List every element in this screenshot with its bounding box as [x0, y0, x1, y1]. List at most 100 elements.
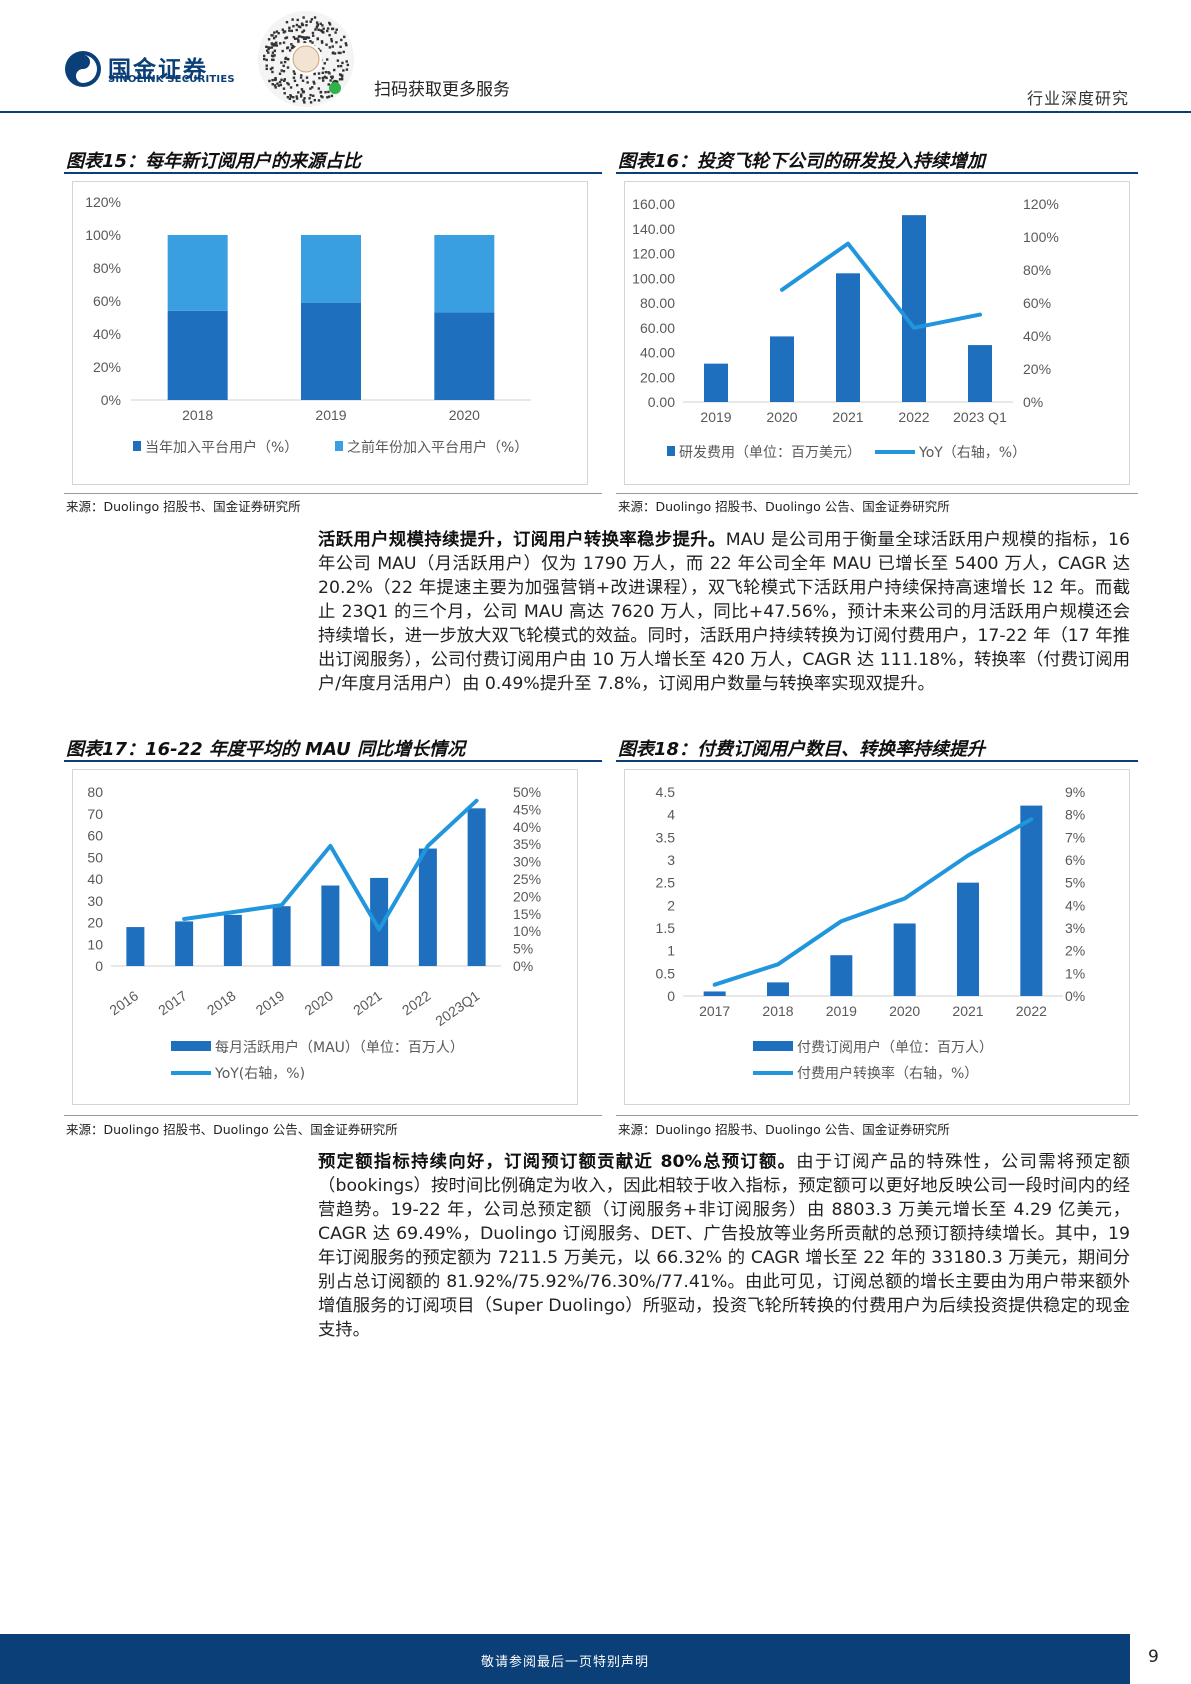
y2-tick-label: 9%	[1065, 784, 1085, 800]
x-tick-label: 2022	[898, 409, 929, 425]
bar	[767, 982, 789, 996]
y2-tick-label: 50%	[513, 784, 541, 800]
bar	[893, 923, 916, 996]
legend-label: 之前年份加入平台用户（%）	[347, 439, 528, 456]
footer-disclaimer[interactable]: 敬请参阅最后一页特别声明	[480, 1655, 649, 1670]
y2-tick-label: 25%	[513, 871, 541, 887]
y-tick-label: 40%	[93, 326, 121, 342]
legend-swatch	[667, 446, 675, 456]
y2-tick-label: 5%	[513, 941, 533, 957]
figure-16-title: 图表16：投资飞轮下公司的研发投入持续增加	[618, 151, 986, 172]
y-tick-label: 120%	[85, 194, 121, 210]
y-tick-label: 30	[87, 893, 103, 909]
figure-17-source: 来源：Duolingo 招股书、Duolingo 公告、国金证券研究所	[66, 1122, 398, 1137]
legend-label: 研发费用（单位：百万美元）	[679, 445, 861, 461]
y-tick-label: 3.5	[656, 829, 676, 845]
y2-tick-label: 40%	[513, 819, 541, 835]
bar	[418, 848, 437, 966]
y-tick-label: 80	[87, 784, 103, 800]
x-tick-label: 2019	[253, 987, 288, 1018]
legend-label: 付费用户转换率（右轴，%）	[797, 1065, 978, 1082]
y2-tick-label: 120%	[1023, 196, 1059, 212]
y-tick-label: 0.00	[648, 394, 675, 410]
x-tick-label: 2018	[204, 987, 239, 1018]
bar	[272, 906, 291, 966]
y-tick-label: 1	[667, 943, 675, 959]
x-tick-label: 2016	[106, 987, 141, 1018]
x-tick-label: 2018	[762, 1003, 793, 1019]
x-tick-label: 2020	[766, 409, 797, 425]
legend-label: 当年加入平台用户（%）	[145, 439, 298, 456]
x-tick-label: 2017	[155, 987, 190, 1018]
bar	[434, 235, 495, 313]
bar	[467, 808, 486, 966]
figure-15-divider	[64, 172, 602, 174]
legend-swatch	[753, 1041, 793, 1051]
y2-tick-label: 80%	[1023, 262, 1051, 278]
bar	[370, 877, 389, 966]
y2-tick-label: 100%	[1023, 229, 1059, 245]
y-tick-label: 40.00	[640, 345, 675, 361]
y-tick-label: 60.00	[640, 320, 675, 336]
bar	[902, 215, 926, 402]
bar	[830, 955, 853, 996]
y-tick-label: 140.00	[632, 221, 675, 237]
paragraph-bookings-lead: 预定额指标持续向好，订阅预订额贡献近 80%总预订额。	[318, 1152, 797, 1172]
figure-17-rule	[64, 1115, 602, 1116]
bar	[703, 991, 726, 996]
sinolink-logo-icon	[65, 51, 101, 87]
y-tick-label: 4	[667, 807, 675, 823]
figure-15-rule	[64, 493, 602, 494]
y2-tick-label: 60%	[1023, 295, 1051, 311]
chart-svg: 0% 20% 40% 60% 80% 100% 120% 2018 2019 2020 当年加入平台…	[85, 194, 531, 456]
figure-16-divider	[616, 172, 1138, 174]
x-tick-label: 2020	[889, 1003, 920, 1019]
legend-label: 每月活跃用户（MAU）（单位：百万人）	[215, 1039, 464, 1056]
y-tick-label: 0.5	[656, 965, 676, 981]
bar	[704, 363, 728, 402]
y-tick-label: 10	[87, 936, 103, 952]
footer-bar	[0, 1634, 1130, 1684]
legend-label: 付费订阅用户（单位：百万人）	[797, 1039, 993, 1056]
y2-tick-label: 0%	[513, 958, 533, 974]
bar	[223, 914, 242, 966]
figure-15-chart: 0% 20% 40% 60% 80% 100% 120% 2018 2019 2020 当年加入平台…	[72, 181, 588, 485]
y2-tick-label: 40%	[1023, 328, 1051, 344]
y-tick-label: 20	[87, 915, 103, 931]
y-tick-label: 0%	[101, 392, 121, 408]
figure-17-divider	[64, 760, 602, 762]
y2-tick-label: 10%	[513, 923, 541, 939]
bar	[301, 235, 361, 303]
y-tick-label: 60%	[93, 293, 121, 309]
bar	[321, 885, 340, 966]
x-tick-label: 2022	[1016, 1003, 1047, 1019]
chart-svg: 0 0.5 1 1.5 2 2.5 3 3.5 4 4.5 0% 1% 2% 3% 4% 5% 6% 7% 8% 9%…	[656, 784, 1086, 1082]
y2-tick-label: 15%	[513, 906, 541, 922]
y-tick-label: 2.5	[656, 875, 676, 891]
x-tick-label: 2020	[449, 407, 480, 423]
brand-name-cn: 国金证券	[108, 57, 208, 83]
page-number: 9	[1148, 1647, 1159, 1667]
y2-tick-label: 20%	[1023, 361, 1051, 377]
figure-17-chart: 0 10 20 30 40 50 60 70 80 0% 5% 10% 15% 20% 25% 30% 35% 4…	[72, 769, 578, 1105]
x-tick-label: 2017	[699, 1003, 730, 1019]
y2-tick-label: 4%	[1065, 897, 1085, 913]
x-tick-label: 2019	[700, 409, 731, 425]
qr-code-icon[interactable]	[257, 10, 355, 108]
series-line	[182, 798, 479, 932]
chart-svg: 0.00 20.00 40.00 60.00 80.00 100.00 120.00 140.…	[632, 196, 1059, 461]
scan-prompt: 扫码获取更多服务	[374, 80, 510, 100]
x-tick-label: 2018	[182, 407, 213, 423]
y-tick-label: 0	[667, 988, 675, 1004]
y-tick-label: 120.00	[632, 246, 675, 262]
y-tick-label: 100%	[85, 227, 121, 243]
x-tick-label: 2020	[301, 987, 336, 1018]
bar	[836, 273, 860, 402]
bar	[126, 927, 145, 966]
figure-15-title: 图表15：每年新订阅用户的来源占比	[66, 151, 362, 172]
x-tick-label: 2023 Q1	[953, 409, 1007, 425]
y-tick-label: 40	[87, 871, 103, 887]
y-tick-label: 20%	[93, 359, 121, 375]
x-tick-label: 2023Q1	[432, 987, 482, 1029]
figure-16-chart: 0.00 20.00 40.00 60.00 80.00 100.00 120.00 140.…	[624, 181, 1130, 485]
